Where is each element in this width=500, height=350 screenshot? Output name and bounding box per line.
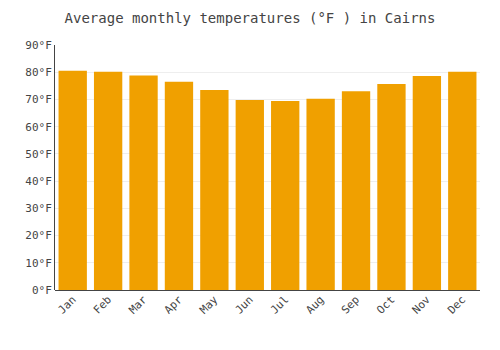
svg-text:70°F: 70°F (25, 93, 52, 106)
svg-text:Jul: Jul (268, 293, 291, 316)
svg-text:Mar: Mar (126, 293, 150, 317)
svg-text:0°F: 0°F (32, 284, 52, 297)
svg-text:May: May (197, 293, 221, 317)
svg-text:Feb: Feb (91, 293, 114, 316)
svg-text:90°F: 90°F (25, 39, 52, 52)
svg-text:80°F: 80°F (25, 66, 52, 79)
svg-text:Sep: Sep (339, 293, 362, 316)
svg-text:Apr: Apr (162, 293, 186, 317)
svg-text:10°F: 10°F (25, 257, 52, 270)
svg-text:Jun: Jun (233, 293, 256, 316)
svg-text:40°F: 40°F (25, 175, 52, 188)
svg-text:60°F: 60°F (25, 121, 52, 134)
svg-text:50°F: 50°F (25, 148, 52, 161)
svg-text:30°F: 30°F (25, 202, 52, 215)
svg-text:Nov: Nov (410, 293, 434, 317)
svg-text:Aug: Aug (303, 293, 326, 316)
svg-text:Average monthly temperatures (: Average monthly temperatures (°F ) in Ca… (65, 10, 436, 26)
svg-text:20°F: 20°F (25, 229, 52, 242)
svg-text:Oct: Oct (374, 293, 397, 316)
svg-text:Jan: Jan (55, 293, 78, 316)
svg-text:Dec: Dec (445, 293, 468, 316)
